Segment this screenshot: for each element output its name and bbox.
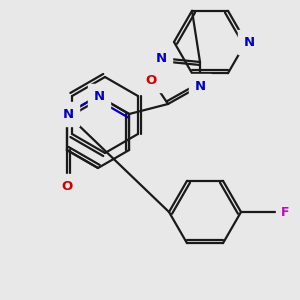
Text: N: N bbox=[93, 89, 105, 103]
Text: N: N bbox=[194, 80, 206, 92]
Text: N: N bbox=[243, 35, 255, 49]
Text: O: O bbox=[146, 74, 157, 86]
Text: N: N bbox=[62, 107, 74, 121]
Text: F: F bbox=[281, 206, 289, 218]
Text: N: N bbox=[155, 52, 167, 64]
Text: O: O bbox=[61, 179, 72, 193]
